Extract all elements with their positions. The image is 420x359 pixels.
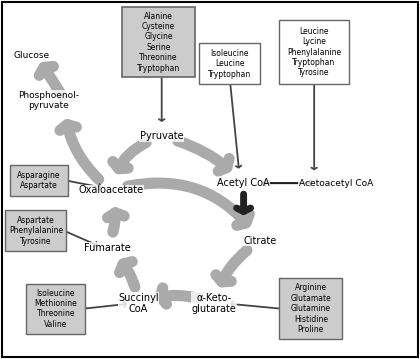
Text: Fumarate: Fumarate xyxy=(84,243,131,253)
Text: Isoleucine
Methionine
Threonine
Valine: Isoleucine Methionine Threonine Valine xyxy=(34,289,77,329)
Text: Arginine
Glutamate
Glutamine
Histidine
Proline: Arginine Glutamate Glutamine Histidine P… xyxy=(290,284,331,334)
Text: Phosphoenol-
pyruvate: Phosphoenol- pyruvate xyxy=(18,91,79,110)
Text: Leucine
Lycine
Phenylalanine
Tryptophan
Tyrosine: Leucine Lycine Phenylalanine Tryptophan … xyxy=(287,27,341,77)
FancyBboxPatch shape xyxy=(10,165,68,196)
FancyBboxPatch shape xyxy=(122,7,195,77)
FancyBboxPatch shape xyxy=(279,20,349,84)
FancyBboxPatch shape xyxy=(200,43,260,84)
Text: Glucose: Glucose xyxy=(13,51,50,60)
Text: α-Keto-
glutarate: α-Keto- glutarate xyxy=(192,293,236,314)
Text: Citrate: Citrate xyxy=(244,236,277,246)
Text: Aspartate
Phenylalanine
Tyrosine: Aspartate Phenylalanine Tyrosine xyxy=(9,216,63,246)
Text: Acetoacetyl CoA: Acetoacetyl CoA xyxy=(299,178,373,188)
FancyBboxPatch shape xyxy=(5,210,66,251)
Text: Asparagine
Aspartate: Asparagine Aspartate xyxy=(17,171,61,190)
Text: Acetyl CoA: Acetyl CoA xyxy=(217,178,270,188)
Text: Oxaloacetate: Oxaloacetate xyxy=(79,185,144,195)
Text: Alanine
Cysteine
Glycine
Serine
Threonine
Tryptophan: Alanine Cysteine Glycine Serine Threonin… xyxy=(137,12,180,73)
FancyBboxPatch shape xyxy=(279,278,342,339)
Text: Isoleucine
Leucine
Tryptophan: Isoleucine Leucine Tryptophan xyxy=(208,49,252,79)
FancyBboxPatch shape xyxy=(26,284,85,334)
Text: Succinyl
CoA: Succinyl CoA xyxy=(118,293,159,314)
Text: Pyruvate: Pyruvate xyxy=(140,131,184,141)
